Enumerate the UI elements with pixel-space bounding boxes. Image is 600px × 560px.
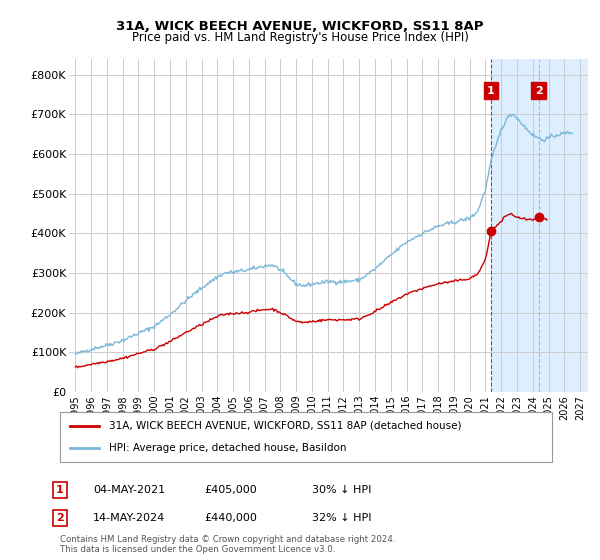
Text: 2: 2 — [56, 513, 64, 523]
Text: 31A, WICK BEECH AVENUE, WICKFORD, SS11 8AP (detached house): 31A, WICK BEECH AVENUE, WICKFORD, SS11 8… — [109, 421, 462, 431]
Text: 30% ↓ HPI: 30% ↓ HPI — [312, 485, 371, 495]
Text: £440,000: £440,000 — [204, 513, 257, 523]
Text: Contains HM Land Registry data © Crown copyright and database right 2024.: Contains HM Land Registry data © Crown c… — [60, 535, 395, 544]
Text: 1: 1 — [56, 485, 64, 495]
Text: HPI: Average price, detached house, Basildon: HPI: Average price, detached house, Basi… — [109, 443, 347, 453]
Bar — [491, 59, 588, 392]
Text: 14-MAY-2024: 14-MAY-2024 — [93, 513, 165, 523]
Text: This data is licensed under the Open Government Licence v3.0.: This data is licensed under the Open Gov… — [60, 545, 335, 554]
Text: £405,000: £405,000 — [204, 485, 257, 495]
FancyBboxPatch shape — [60, 412, 552, 462]
Text: 04-MAY-2021: 04-MAY-2021 — [93, 485, 165, 495]
Text: 31A, WICK BEECH AVENUE, WICKFORD, SS11 8AP: 31A, WICK BEECH AVENUE, WICKFORD, SS11 8… — [116, 20, 484, 32]
Text: 32% ↓ HPI: 32% ↓ HPI — [312, 513, 371, 523]
Text: 1: 1 — [487, 86, 495, 96]
Text: 2: 2 — [535, 86, 542, 96]
Text: Price paid vs. HM Land Registry's House Price Index (HPI): Price paid vs. HM Land Registry's House … — [131, 31, 469, 44]
